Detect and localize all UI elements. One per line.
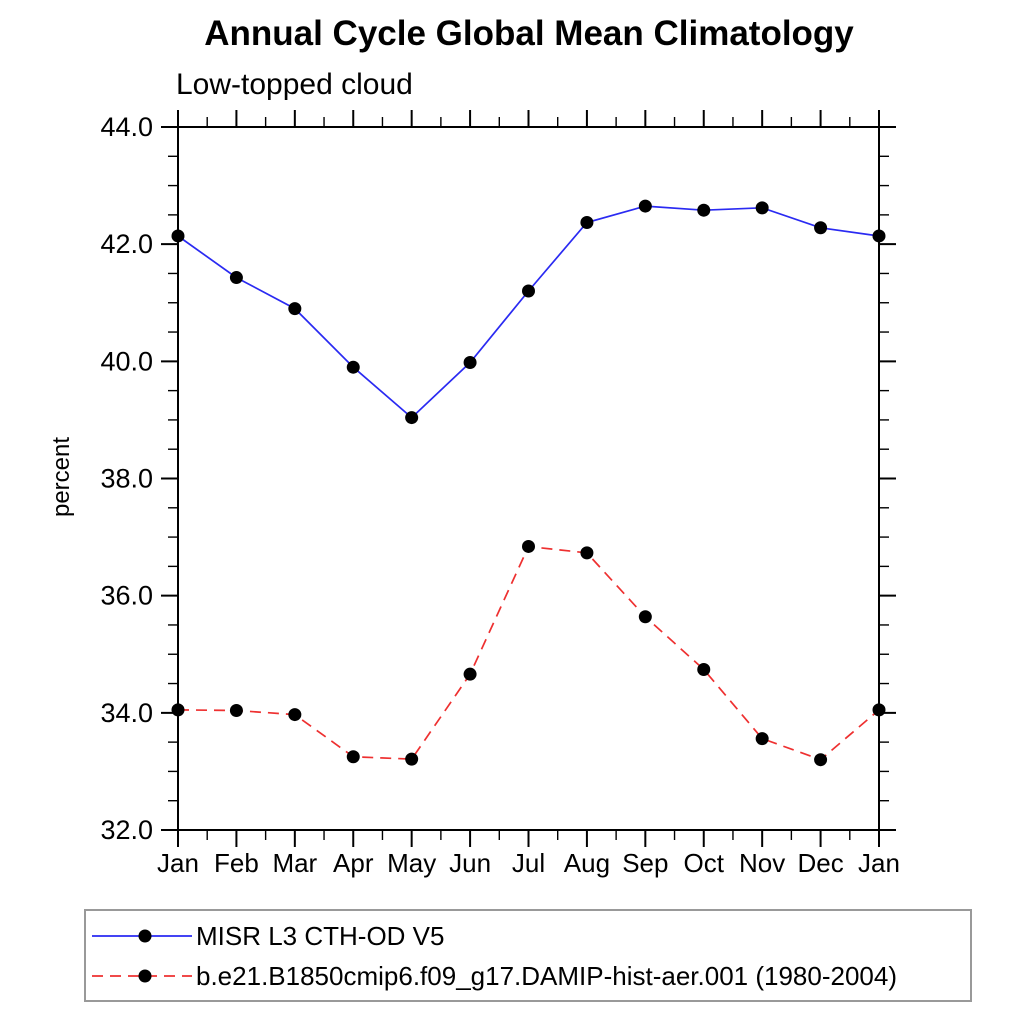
data-point-marker bbox=[522, 284, 535, 298]
data-point-marker bbox=[288, 708, 302, 722]
chart-title: Annual Cycle Global Mean Climatology bbox=[204, 14, 854, 53]
axis-frame bbox=[177, 126, 880, 831]
legend-item-observation: MISR L3 CTH-OD V5 bbox=[92, 917, 445, 955]
data-point-marker bbox=[697, 662, 711, 676]
y-tick-label: 40.0 bbox=[100, 346, 153, 376]
data-point-marker bbox=[229, 703, 243, 717]
x-tick-label: Jan bbox=[157, 848, 199, 878]
data-point-marker bbox=[463, 356, 477, 370]
chart-subtitle: Low-topped cloud bbox=[176, 68, 413, 101]
data-point-marker bbox=[346, 750, 360, 764]
data-point-marker bbox=[229, 271, 243, 285]
data-point-marker bbox=[755, 732, 769, 746]
x-tick-label: Jun bbox=[449, 848, 491, 878]
data-point-marker bbox=[463, 667, 477, 681]
x-tick-label: Jul bbox=[512, 848, 545, 878]
data-point-marker bbox=[697, 203, 711, 217]
legend-item-model: b.e21.B1850cmip6.f09_g17.DAMIP-hist-aer.… bbox=[92, 957, 897, 995]
x-tick-label: Aug bbox=[564, 848, 610, 878]
x-tick-label: Sep bbox=[622, 848, 668, 878]
series-lines bbox=[171, 199, 886, 767]
x-tick-label: May bbox=[387, 848, 436, 878]
data-point-marker bbox=[872, 229, 886, 243]
legend-label: b.e21.B1850cmip6.f09_g17.DAMIP-hist-aer.… bbox=[196, 960, 897, 991]
data-point-marker bbox=[171, 703, 185, 717]
data-point-marker bbox=[346, 360, 360, 374]
y-tick-label: 44.0 bbox=[100, 112, 153, 142]
x-tick-label: Jan bbox=[858, 848, 900, 878]
data-point-marker bbox=[814, 753, 828, 767]
y-tick-label: 32.0 bbox=[100, 815, 153, 845]
y-tick-label: 36.0 bbox=[100, 581, 153, 611]
x-tick-label: Dec bbox=[797, 848, 843, 878]
legend-line-marker-icon bbox=[92, 929, 192, 943]
data-point-marker bbox=[580, 215, 594, 229]
x-tick-label: Feb bbox=[214, 848, 259, 878]
y-tick-label: 42.0 bbox=[100, 229, 153, 259]
x-tick-label: Nov bbox=[739, 848, 785, 878]
x-tick-label: Oct bbox=[684, 848, 725, 878]
data-point-marker bbox=[872, 703, 886, 717]
y-tick-label: 34.0 bbox=[100, 698, 153, 728]
axis-ticks bbox=[161, 110, 896, 847]
y-tick-label: 38.0 bbox=[100, 464, 153, 494]
series-line-0 bbox=[177, 205, 880, 419]
data-point-marker bbox=[755, 201, 769, 215]
data-point-marker bbox=[405, 752, 419, 766]
data-point-marker bbox=[638, 199, 652, 213]
data-point-marker bbox=[580, 546, 594, 560]
legend-line-marker-icon bbox=[92, 969, 192, 983]
legend-label: MISR L3 CTH-OD V5 bbox=[196, 920, 445, 951]
data-point-marker bbox=[522, 539, 535, 553]
series-line-1 bbox=[177, 545, 880, 761]
data-point-marker bbox=[171, 229, 185, 243]
x-tick-label: Mar bbox=[272, 848, 317, 878]
data-point-marker bbox=[638, 610, 652, 624]
data-point-marker bbox=[814, 221, 828, 235]
data-point-marker bbox=[405, 411, 419, 425]
legend: MISR L3 CTH-OD V5 b.e21.B1850cmip6.f09_g… bbox=[84, 909, 972, 1002]
data-point-marker bbox=[288, 302, 302, 316]
x-tick-label: Apr bbox=[333, 848, 374, 878]
axis-tick-labels: 32.0 34.0 36.0 38.0 40.0 42.0 44.0 Jan Feb Mar Apr… bbox=[100, 112, 900, 878]
